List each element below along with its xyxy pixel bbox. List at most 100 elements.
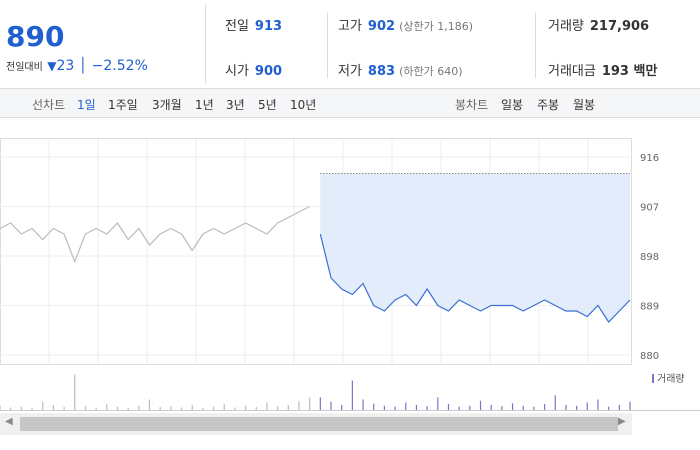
- volume-bar: [298, 401, 300, 410]
- info-extra: (상한가 1,186): [399, 20, 473, 33]
- chart: 916 907 898 889 880 거래량: [0, 138, 700, 411]
- volume-bar: [426, 406, 428, 410]
- info-cell: 전일 913: [225, 15, 282, 34]
- volume-bar: [159, 407, 161, 410]
- volume-bar: [330, 401, 332, 410]
- volume-bar: [490, 404, 492, 410]
- volume-bar: [362, 399, 364, 410]
- volume-bar: [244, 405, 247, 410]
- tab-item[interactable]: 1년: [195, 98, 214, 112]
- volume-bar: [554, 395, 556, 410]
- volume-bar: [255, 407, 257, 410]
- tab-item[interactable]: 5년: [258, 98, 277, 112]
- info-value: 883: [367, 64, 396, 79]
- y-tick-label: 916: [640, 153, 659, 164]
- volume-bar: [138, 405, 140, 410]
- y-tick-label: 889: [640, 302, 659, 313]
- area: [320, 173, 630, 322]
- tab-item[interactable]: 10년: [290, 98, 317, 112]
- volume-bar: [31, 407, 33, 410]
- info-label: 거래량: [548, 19, 584, 34]
- info-value: 913: [254, 19, 283, 34]
- info-label: 저가: [338, 64, 362, 79]
- info-cell: 거래량 217,906: [548, 15, 649, 34]
- change-label: 전일대비: [6, 62, 43, 73]
- info-label: 전일: [225, 19, 249, 34]
- divider: [535, 12, 536, 78]
- scrollbar[interactable]: ◀ ▶: [0, 413, 632, 435]
- change-rate: −2.52%: [91, 58, 148, 74]
- y-tick-label: 907: [640, 203, 659, 214]
- plot-frame: [0, 138, 632, 365]
- change: 전일대비 ▼23 │ −2.52%: [6, 58, 148, 74]
- volume-bar: [223, 403, 225, 410]
- tab-label: 봉차트: [455, 98, 489, 112]
- price-line: [0, 205, 310, 264]
- info-value: 900: [254, 64, 283, 79]
- volume-bar: [565, 404, 567, 410]
- info-label: 거래대금: [548, 64, 596, 79]
- y-tick-label: 880: [640, 351, 659, 362]
- volume-bar: [501, 406, 503, 410]
- volume-bar: [202, 407, 204, 410]
- info-cell: 시가 900: [225, 60, 282, 79]
- volume-bar: [458, 406, 460, 410]
- volume-bar: [106, 404, 108, 410]
- tab-item[interactable]: 3년: [226, 98, 245, 112]
- volume-bar: [479, 400, 482, 410]
- y-tick-label: 898: [640, 252, 659, 263]
- volume-bar: [576, 405, 578, 410]
- volume-bar: [469, 405, 471, 410]
- price-box: 890 전일대비 ▼23 │ −2.52%: [0, 4, 206, 84]
- tab-item[interactable]: 1일: [77, 98, 96, 112]
- tab-item[interactable]: 1주일: [108, 98, 138, 112]
- volume-bar: [63, 407, 65, 410]
- tab-item[interactable]: 3개월: [152, 98, 182, 112]
- volume-bar: [543, 404, 546, 410]
- volume-bar: [405, 402, 407, 410]
- volume-bar: [20, 406, 22, 410]
- volume-bar: [608, 406, 610, 410]
- scroll-thumb[interactable]: [20, 417, 618, 431]
- volume-bar: [533, 406, 535, 410]
- volume-bar: [511, 403, 514, 410]
- volume-bar: [383, 405, 386, 410]
- volume-bar: [127, 407, 129, 410]
- volume-bar: [618, 404, 620, 410]
- volume-bar: [10, 407, 12, 410]
- info-cell: 고가 902 (상한가 1,186): [338, 15, 473, 34]
- volume-bar: [180, 407, 183, 410]
- volume-bar: [394, 406, 396, 410]
- legend-swatch: [652, 374, 654, 383]
- volume-bar: [586, 402, 588, 410]
- volume-bar: [170, 406, 172, 410]
- volume-bar: [447, 404, 450, 410]
- legend-label: 거래량: [657, 373, 685, 385]
- tab-item[interactable]: 월봉: [573, 98, 596, 112]
- tab-item[interactable]: 일봉: [501, 98, 524, 112]
- info-value: 217,906: [589, 19, 650, 34]
- volume-bar: [0, 405, 1, 410]
- change-value: 23: [56, 58, 75, 74]
- volume-bar: [341, 404, 343, 410]
- volume-bar: [522, 405, 524, 410]
- volume-bar: [319, 397, 321, 410]
- volume-bar: [95, 407, 97, 410]
- volume-bar: [191, 404, 193, 410]
- info-label: 고가: [338, 19, 362, 34]
- info-label: 시가: [225, 64, 249, 79]
- volume-bar: [212, 406, 215, 410]
- volume-bar: [415, 404, 418, 410]
- volume-bar: [148, 399, 151, 410]
- quote-panel: 890 전일대비 ▼23 │ −2.52% 전일 913 고가 902 (상한가 1,1…: [0, 0, 700, 89]
- tab-item[interactable]: 주봉: [537, 98, 560, 112]
- divider: [327, 12, 328, 78]
- volume-bar: [266, 402, 268, 410]
- tab-label: 선차트: [32, 98, 66, 112]
- volume-bar: [287, 404, 289, 410]
- volume-bar: [116, 406, 119, 410]
- volume-bar: [74, 374, 76, 410]
- volume-bar: [629, 401, 631, 410]
- info-extra: (하한가 640): [399, 65, 463, 78]
